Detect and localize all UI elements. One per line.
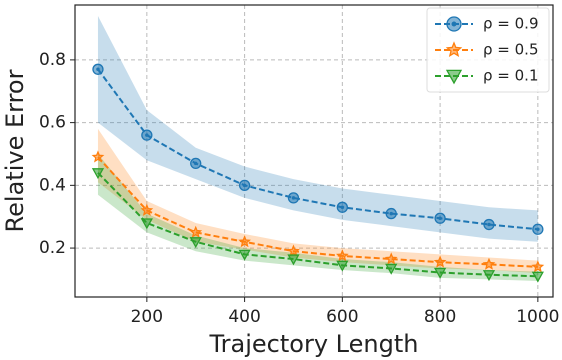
marker [238,235,251,248]
marker [482,270,496,282]
marker-dot [451,21,457,27]
plot-frame [74,4,554,298]
legend-marker [445,41,463,58]
legend-label: ρ = 0.5 [483,41,538,59]
marker [482,257,496,270]
marker-dot [242,183,247,188]
legend-marker [445,69,463,85]
legend-label: ρ = 0.9 [483,15,538,33]
marker [335,249,349,262]
marker [287,244,300,257]
marker [140,203,154,216]
y-tick-label: 0.6 [39,113,66,133]
marker-dot [145,133,149,137]
marker [336,260,349,272]
error-band [97,15,538,242]
x-tick-label: 600 [326,307,358,327]
marker [140,218,153,230]
marker [189,237,202,249]
y-tick-label: 0.8 [39,50,66,70]
x-tick-label: 1000 [516,307,559,327]
legend-label: ρ = 0.1 [483,67,538,85]
marker [433,255,447,268]
marker-dot [96,67,100,72]
y-tick-label: 0.4 [39,175,66,195]
marker [287,254,300,266]
marker [531,271,544,283]
marker-dot [389,211,393,216]
marker [384,252,398,265]
marker-dot [487,222,491,227]
marker [385,263,398,275]
marker-dot [340,205,345,210]
x-tick-label: 200 [131,307,163,327]
error-band [97,128,538,274]
marker-dot [438,216,442,221]
x-axis-label: Trajectory Length [209,330,419,358]
y-tick-label: 0.2 [39,238,66,258]
marker [91,168,105,180]
x-tick-label: 400 [228,307,260,327]
marker-dot [291,196,296,200]
y-axis-label: Relative Error [1,69,29,232]
marker-dot [536,227,540,232]
x-tick-label: 800 [424,307,456,327]
marker [91,150,105,163]
line [97,68,538,231]
marker [433,267,447,279]
line [97,156,538,268]
marker-dot [193,161,198,166]
marker [189,225,203,238]
marker [531,260,545,273]
marker [238,249,251,261]
error-band [97,153,538,282]
line [97,172,538,278]
